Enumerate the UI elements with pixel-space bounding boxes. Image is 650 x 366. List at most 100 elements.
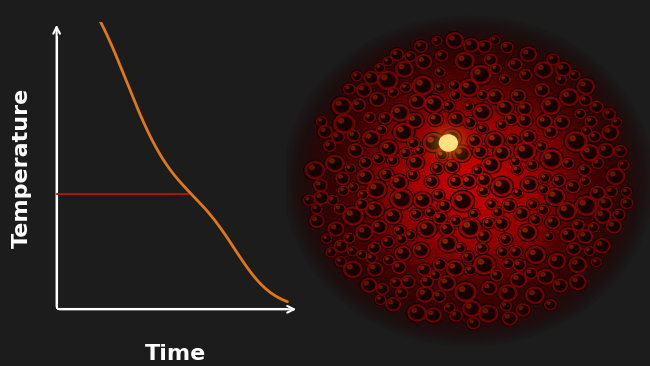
- Circle shape: [322, 140, 337, 152]
- Circle shape: [454, 243, 466, 253]
- Circle shape: [438, 235, 458, 253]
- Circle shape: [541, 187, 543, 189]
- Circle shape: [395, 108, 399, 112]
- Circle shape: [460, 174, 476, 188]
- Circle shape: [358, 156, 373, 169]
- Circle shape: [309, 165, 314, 169]
- Circle shape: [534, 83, 551, 97]
- Circle shape: [470, 137, 479, 145]
- Circle shape: [370, 219, 388, 235]
- Circle shape: [395, 263, 404, 272]
- Circle shape: [448, 111, 465, 127]
- Circle shape: [617, 148, 620, 151]
- Circle shape: [355, 101, 358, 105]
- Circle shape: [454, 51, 475, 71]
- Circle shape: [316, 193, 326, 202]
- Circle shape: [504, 260, 512, 267]
- Circle shape: [569, 275, 586, 290]
- Circle shape: [455, 194, 470, 208]
- Circle shape: [407, 137, 421, 149]
- Circle shape: [398, 64, 411, 75]
- Circle shape: [362, 86, 575, 276]
- Circle shape: [424, 175, 439, 188]
- Circle shape: [580, 126, 592, 136]
- Circle shape: [571, 72, 578, 79]
- Circle shape: [346, 86, 349, 89]
- Circle shape: [415, 134, 522, 228]
- Circle shape: [313, 179, 328, 192]
- Circle shape: [417, 263, 432, 276]
- Circle shape: [339, 175, 343, 178]
- Circle shape: [391, 190, 412, 209]
- Circle shape: [567, 243, 580, 255]
- Circle shape: [580, 166, 589, 174]
- Circle shape: [584, 128, 586, 131]
- Circle shape: [549, 56, 552, 59]
- Circle shape: [356, 199, 368, 210]
- Circle shape: [428, 310, 439, 320]
- Circle shape: [462, 82, 476, 94]
- Circle shape: [400, 120, 537, 242]
- Circle shape: [496, 148, 508, 158]
- Circle shape: [455, 169, 482, 193]
- Circle shape: [313, 190, 330, 205]
- Circle shape: [560, 89, 578, 105]
- Circle shape: [605, 128, 610, 132]
- Circle shape: [580, 81, 592, 92]
- Circle shape: [332, 97, 352, 115]
- Circle shape: [314, 191, 329, 204]
- Circle shape: [359, 83, 578, 279]
- Circle shape: [469, 319, 478, 327]
- Circle shape: [395, 115, 543, 247]
- Circle shape: [493, 208, 503, 217]
- Circle shape: [359, 86, 363, 90]
- Circle shape: [336, 101, 341, 105]
- Circle shape: [612, 118, 622, 127]
- Circle shape: [450, 216, 462, 227]
- Circle shape: [540, 186, 547, 193]
- Circle shape: [388, 212, 393, 216]
- Circle shape: [544, 153, 559, 166]
- Circle shape: [535, 84, 549, 97]
- Circle shape: [543, 231, 554, 242]
- Circle shape: [515, 190, 517, 193]
- Circle shape: [402, 121, 536, 241]
- Circle shape: [408, 155, 423, 169]
- Circle shape: [407, 54, 410, 56]
- Circle shape: [389, 157, 396, 164]
- Circle shape: [511, 60, 520, 69]
- Circle shape: [513, 188, 523, 197]
- Circle shape: [475, 242, 489, 254]
- Circle shape: [434, 165, 441, 172]
- Circle shape: [434, 38, 441, 44]
- Circle shape: [407, 113, 423, 128]
- Circle shape: [364, 71, 378, 84]
- Circle shape: [302, 194, 315, 206]
- Circle shape: [402, 84, 410, 91]
- Circle shape: [514, 190, 521, 196]
- Circle shape: [398, 250, 402, 253]
- Circle shape: [457, 245, 464, 251]
- Circle shape: [462, 252, 474, 262]
- Circle shape: [468, 135, 481, 147]
- Circle shape: [510, 157, 521, 166]
- Circle shape: [469, 209, 480, 219]
- Circle shape: [333, 203, 346, 215]
- Circle shape: [479, 92, 486, 98]
- Circle shape: [335, 256, 347, 267]
- Circle shape: [514, 92, 518, 96]
- Circle shape: [311, 203, 323, 214]
- Circle shape: [538, 86, 541, 90]
- Circle shape: [375, 295, 386, 305]
- Circle shape: [376, 125, 387, 135]
- Circle shape: [323, 51, 614, 311]
- Circle shape: [367, 74, 370, 77]
- Circle shape: [409, 172, 417, 179]
- Circle shape: [505, 261, 508, 263]
- Circle shape: [488, 201, 495, 207]
- Circle shape: [495, 217, 509, 230]
- Circle shape: [519, 46, 538, 63]
- Circle shape: [493, 216, 510, 231]
- Circle shape: [354, 101, 363, 109]
- Circle shape: [417, 42, 426, 51]
